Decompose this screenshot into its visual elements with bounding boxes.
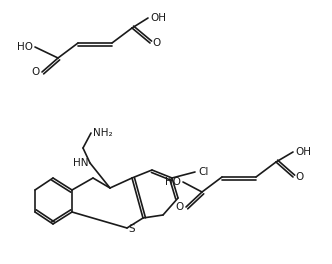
Text: S: S [128, 224, 134, 234]
Text: HN: HN [72, 158, 88, 168]
Text: O: O [176, 202, 184, 212]
Text: NH₂: NH₂ [93, 128, 113, 138]
Text: HO: HO [17, 42, 33, 52]
Text: O: O [152, 38, 160, 48]
Text: O: O [32, 67, 40, 77]
Text: OH: OH [150, 13, 166, 23]
Text: HO: HO [165, 177, 181, 187]
Text: Cl: Cl [198, 167, 208, 177]
Text: O: O [295, 172, 303, 182]
Text: OH: OH [295, 147, 311, 157]
